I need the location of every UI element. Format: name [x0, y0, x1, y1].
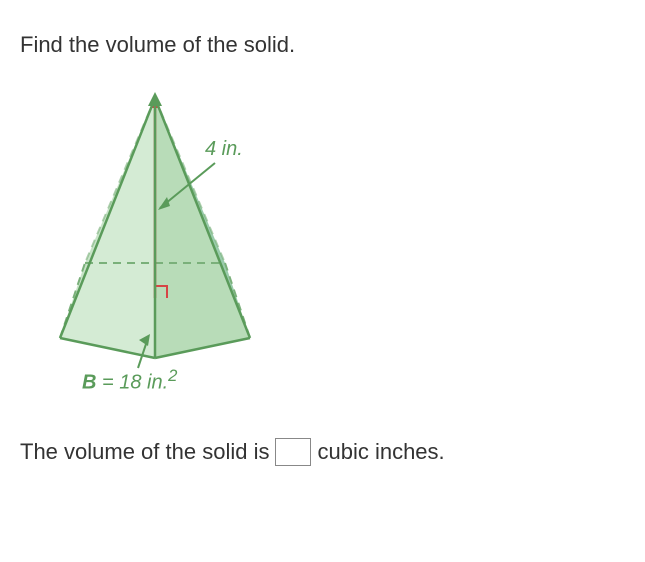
answer-sentence: The volume of the solid is cubic inches.: [20, 438, 625, 466]
base-area-label: B = 18 in.2: [82, 366, 177, 395]
base-exponent: 2: [168, 366, 177, 385]
height-label: 4 in.: [205, 138, 243, 161]
base-variable: B: [82, 372, 96, 394]
pyramid-svg: [20, 88, 300, 398]
answer-text-after: cubic inches.: [317, 439, 444, 465]
answer-input-box[interactable]: [275, 438, 311, 466]
pyramid-diagram: 4 in. B = 18 in.2: [20, 88, 300, 398]
answer-text-before: The volume of the solid is: [20, 439, 269, 465]
question-prompt: Find the volume of the solid.: [20, 32, 625, 58]
base-value: = 18 in.: [96, 372, 168, 394]
